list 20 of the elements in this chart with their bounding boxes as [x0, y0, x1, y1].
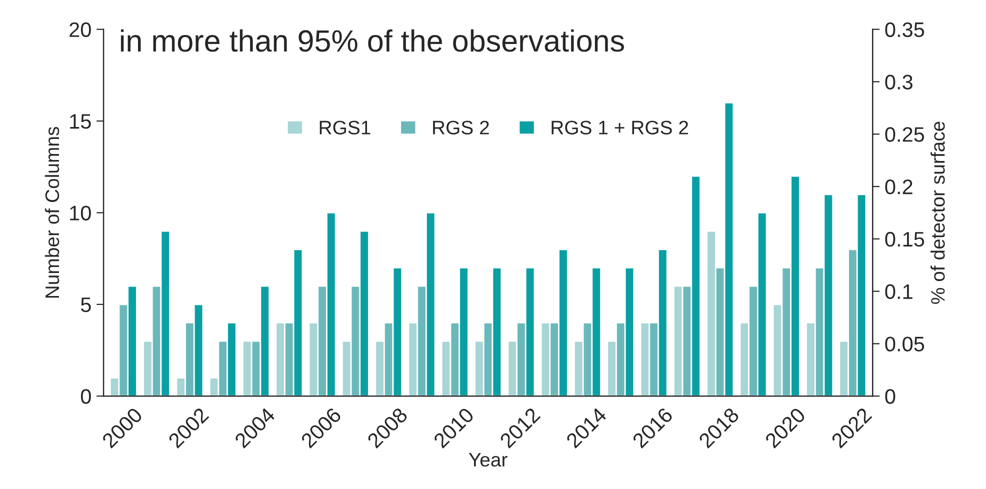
y2-tick-label: 0.05 [885, 336, 924, 352]
y2-tick-label: 0.3 [885, 74, 912, 90]
y-tick-label: 15 [70, 114, 91, 129]
chart-title: in more than 95% of the observations [120, 29, 624, 52]
y-tick-label: 5 [80, 298, 91, 312]
legend-label: RGS 2 [433, 120, 489, 134]
y2-tick-label: 0.1 [885, 284, 912, 300]
y2-axis-title: % of detector surface [930, 122, 945, 304]
legend-label: RGS1 [320, 120, 370, 134]
y2-tick-label: 0.25 [885, 127, 924, 142]
y-tick-label: 10 [70, 206, 91, 220]
y2-tick-label: 0.35 [885, 22, 924, 38]
y-tick-label: 0 [80, 389, 91, 404]
y2-tick-label: 0.15 [885, 232, 924, 247]
legend-label: RGS 1 + RGS 2 [552, 120, 688, 134]
y2-tick-label: 0.2 [885, 180, 912, 194]
y2-tick-label: 0 [885, 389, 896, 404]
y-axis-title: Number of Columns [44, 126, 60, 298]
y-tick-label: 20 [70, 22, 91, 38]
x-axis-title: Year [468, 453, 508, 467]
